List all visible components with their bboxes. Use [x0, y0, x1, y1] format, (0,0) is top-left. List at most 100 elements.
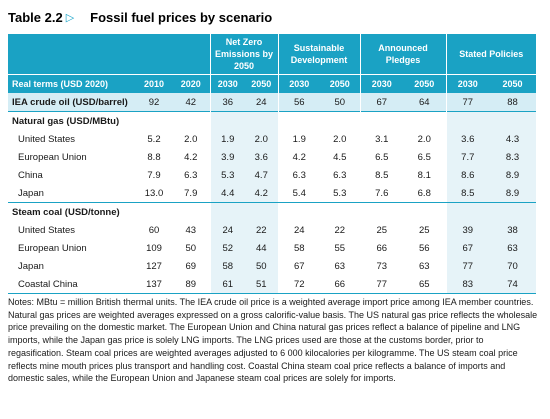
scenario-header-aps: Announced Pledges [359, 34, 447, 75]
row-label: European Union [18, 242, 87, 254]
table-cell: 127 [146, 260, 162, 272]
table-row: China 7.9 6.3 5.3 4.7 6.3 6.3 8.5 8.1 8.… [8, 166, 537, 184]
table-cell: 137 [136, 275, 172, 294]
table-title: Fossil fuel prices by scenario [90, 9, 273, 25]
scenario-header-nze: Net Zero Emissions by 2050 [209, 34, 278, 75]
table-cell: 61 [209, 275, 245, 294]
table-cell: 13.0 [136, 184, 172, 203]
year-header: 2050 [489, 74, 537, 93]
table-cell: 64 [403, 93, 447, 112]
section-label: Natural gas (USD/MBtu) [8, 111, 136, 130]
table-cell: 38 [489, 221, 537, 239]
header-blank [136, 34, 210, 75]
table-cell: 77 [359, 275, 403, 294]
table-cell: 77 [445, 257, 490, 275]
table-cell: 25 [418, 224, 430, 236]
table-cell: 50 [185, 242, 197, 254]
table-cell: 36 [209, 93, 245, 112]
table-cell: 2.0 [245, 130, 278, 148]
table-cell: 6.3 [184, 169, 198, 181]
title-row: Table 2.2 ▷ Fossil fuel prices by scenar… [8, 6, 272, 28]
table-cell: 55 [334, 242, 346, 254]
year-header: 2030 [445, 74, 490, 93]
table-cell: 4.3 [489, 130, 537, 148]
table-cell: 6.5 [359, 148, 403, 166]
table-cell: 4.2 [277, 148, 320, 166]
row-label: United States [18, 133, 76, 145]
table-cell: 4.2 [245, 184, 278, 203]
table-cell: 8.8 [147, 151, 161, 163]
table-cell: 44 [245, 239, 278, 257]
table-cell: 63 [334, 260, 346, 272]
row-label: IEA crude oil (USD/barrel) [8, 93, 136, 112]
table-cell: 66 [320, 275, 360, 294]
year-header: 2030 [209, 74, 245, 93]
table-cell: 8.5 [445, 184, 490, 203]
table-cell: 88 [489, 93, 537, 112]
section-row-natural-gas: Natural gas (USD/MBtu) [8, 111, 537, 130]
table-cell: 22 [334, 224, 346, 236]
table-cell: 72 [277, 275, 320, 294]
table-cell: 51 [245, 275, 278, 294]
table-cell: 22 [245, 221, 278, 239]
row-label: Coastal China [8, 275, 136, 294]
row-label: Japan [8, 184, 136, 203]
table-cell: 67 [359, 93, 403, 112]
table-notes: Notes: MBtu = million British thermal un… [8, 297, 538, 384]
table-cell: 67 [445, 239, 490, 257]
table-cell: 6.3 [333, 169, 347, 181]
table-cell: 3.6 [245, 148, 278, 166]
year-header: 2050 [245, 74, 278, 93]
table-row: United States 60 43 24 22 24 22 25 25 39… [8, 221, 537, 239]
scenario-header-sds: Sustainable Development [277, 34, 360, 75]
table-cell: 24 [245, 93, 278, 112]
table-cell: 5.3 [209, 166, 245, 184]
table-cell: 3.1 [359, 130, 403, 148]
table-cell: 7.9 [172, 184, 210, 203]
year-header: 2050 [320, 74, 360, 93]
table-cell: 92 [136, 93, 172, 112]
table-row: European Union 8.8 4.2 3.9 3.6 4.2 4.5 6… [8, 148, 537, 166]
row-label: European Union [18, 151, 87, 163]
year-header-row: Real terms (USD 2020) 2010 2020 2030 205… [8, 74, 537, 93]
table-cell: 24 [277, 221, 320, 239]
table-cell: 74 [489, 275, 537, 294]
table-cell: 2.0 [333, 133, 347, 145]
table-cell: 58 [277, 239, 320, 257]
table-cell: 25 [359, 221, 403, 239]
table-cell: 8.6 [445, 166, 490, 184]
row-label: United States [18, 224, 76, 236]
table-cell: 5.3 [320, 184, 360, 203]
table-cell: 7.6 [359, 184, 403, 203]
year-header: 2030 [359, 74, 403, 93]
year-header: 2050 [403, 74, 447, 93]
table-cell: 89 [172, 275, 210, 294]
table-cell: 67 [277, 257, 320, 275]
year-header: 2010 [136, 74, 172, 93]
table-cell: 77 [445, 93, 490, 112]
table-cell: 56 [277, 93, 320, 112]
table-cell: 8.3 [489, 148, 537, 166]
table-cell: 42 [172, 93, 210, 112]
table-cell: 69 [185, 260, 197, 272]
table-cell: 56 [418, 242, 430, 254]
table-cell: 4.7 [245, 166, 278, 184]
table-cell: 3.6 [445, 130, 490, 148]
table-cell: 6.3 [277, 166, 320, 184]
table-cell: 83 [445, 275, 490, 294]
table-row: Japan 127 69 58 50 67 63 73 63 77 70 [8, 257, 537, 275]
table-row: United States 5.2 2.0 1.9 2.0 1.9 2.0 3.… [8, 130, 537, 148]
section-label: Steam coal (USD/tonne) [12, 206, 120, 218]
table-cell: 50 [245, 257, 278, 275]
table-cell: 73 [359, 257, 403, 275]
table-cell: 3.9 [209, 148, 245, 166]
table-cell: 1.9 [277, 130, 320, 148]
table-cell: 5.2 [147, 133, 161, 145]
row-label: Japan [18, 260, 44, 272]
table-number: Table 2.2 [8, 9, 63, 25]
row-label: China [18, 169, 43, 181]
table-cell: 2.0 [417, 133, 431, 145]
units-header: Real terms (USD 2020) [8, 74, 136, 93]
table-cell: 7.7 [445, 148, 490, 166]
